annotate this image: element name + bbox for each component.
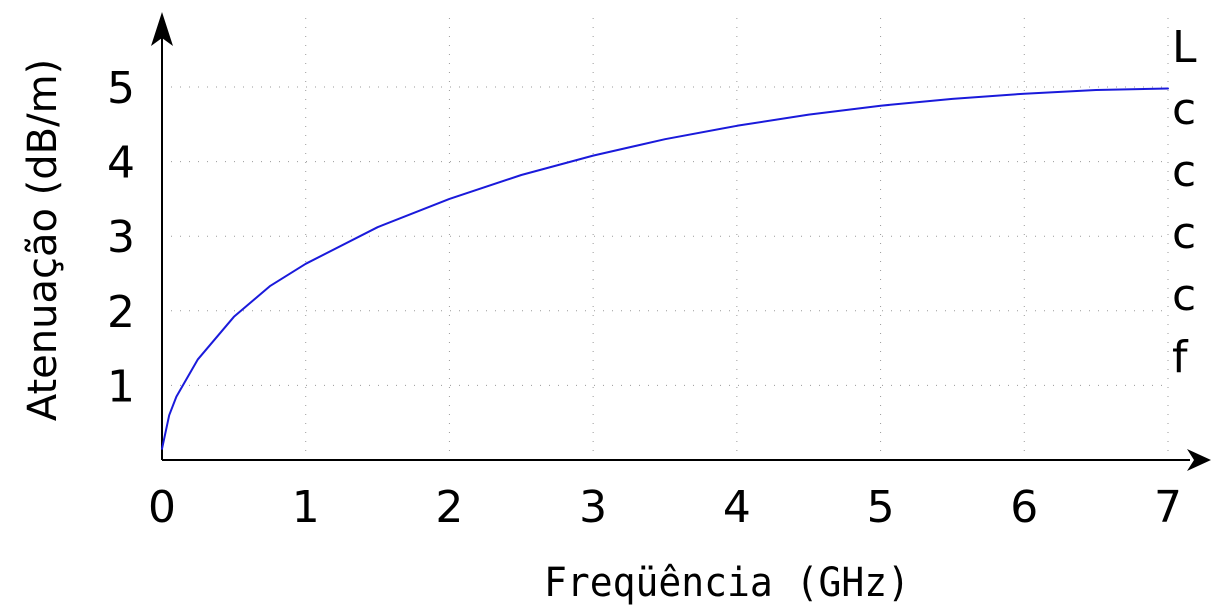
x-tick-labels: 0 1 2 3 4 5 6 7 bbox=[148, 482, 1182, 533]
y-tick-label: 5 bbox=[107, 63, 135, 114]
y-axis-arrowhead bbox=[151, 12, 173, 46]
x-tick-label: 2 bbox=[435, 482, 463, 533]
series-group bbox=[161, 87, 1169, 450]
x-axis-arrowhead bbox=[1187, 449, 1211, 471]
side-text-line: c bbox=[1172, 208, 1196, 259]
side-text-line: L bbox=[1172, 22, 1197, 73]
axes bbox=[151, 12, 1211, 471]
x-tick-label: 7 bbox=[1154, 482, 1182, 533]
side-text-line: f bbox=[1172, 332, 1189, 383]
side-text-fragment: L c c c c f bbox=[1172, 22, 1197, 383]
x-tick-label: 6 bbox=[1010, 482, 1038, 533]
y-tick-label: 4 bbox=[107, 138, 135, 189]
y-tick-label: 1 bbox=[107, 361, 135, 412]
grid bbox=[162, 14, 1169, 460]
x-tick-label: 4 bbox=[723, 482, 751, 533]
attenuation-curve bbox=[161, 87, 1169, 450]
x-axis-title: Freqüência (GHz) bbox=[544, 560, 910, 606]
y-axis-title: Atenuação (dB/m) bbox=[20, 59, 66, 421]
x-tick-label: 5 bbox=[867, 482, 895, 533]
side-text-line: c bbox=[1172, 84, 1196, 135]
side-text-line: c bbox=[1172, 146, 1196, 197]
x-tick-label: 0 bbox=[148, 482, 176, 533]
y-tick-label: 3 bbox=[107, 212, 135, 263]
x-tick-label: 1 bbox=[292, 482, 320, 533]
y-tick-label: 2 bbox=[107, 287, 135, 338]
x-tick-label: 3 bbox=[579, 482, 607, 533]
y-tick-labels: 1 2 3 4 5 bbox=[107, 63, 135, 412]
side-text-line: c bbox=[1172, 270, 1196, 321]
